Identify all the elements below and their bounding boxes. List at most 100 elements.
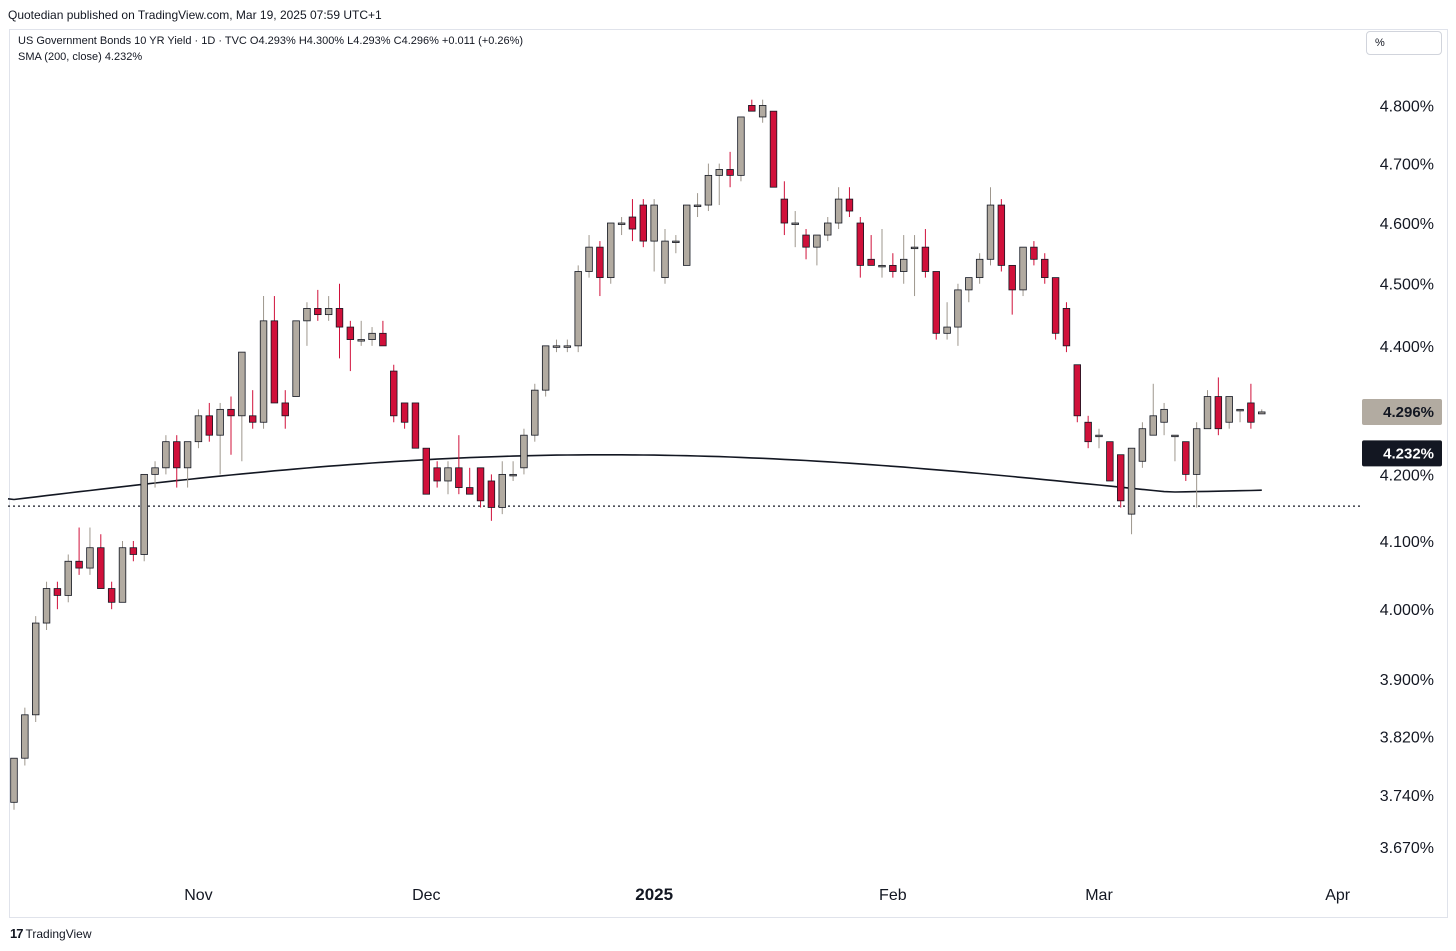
candle[interactable] <box>292 320 300 397</box>
candle[interactable] <box>118 540 127 603</box>
candle[interactable] <box>802 229 810 260</box>
candle[interactable] <box>1095 428 1103 449</box>
candle[interactable] <box>1073 364 1081 423</box>
candle[interactable] <box>194 409 203 449</box>
candle[interactable] <box>1030 241 1038 266</box>
candle[interactable] <box>32 616 40 722</box>
candle[interactable] <box>64 554 72 603</box>
candle[interactable] <box>1062 302 1071 353</box>
candle[interactable] <box>1258 409 1266 415</box>
scale-unit-button[interactable]: % <box>1366 31 1442 55</box>
candle[interactable] <box>227 396 235 455</box>
candle[interactable] <box>21 707 29 766</box>
candle[interactable] <box>357 320 365 346</box>
candle[interactable] <box>1084 415 1092 449</box>
candle[interactable] <box>1127 447 1136 535</box>
candle[interactable] <box>10 757 18 810</box>
candle[interactable] <box>411 402 420 449</box>
candle[interactable] <box>487 474 496 521</box>
candle[interactable] <box>129 540 138 562</box>
candle[interactable] <box>86 527 94 575</box>
candle[interactable] <box>151 461 159 488</box>
candle[interactable] <box>1225 396 1233 429</box>
candle[interactable] <box>281 390 289 429</box>
candle[interactable] <box>834 187 843 230</box>
candle[interactable] <box>954 283 962 346</box>
candle[interactable] <box>693 193 702 218</box>
candle[interactable] <box>563 339 572 353</box>
candle[interactable] <box>780 181 789 236</box>
candle[interactable] <box>465 467 474 495</box>
candle[interactable] <box>1236 408 1244 423</box>
candle[interactable] <box>314 289 322 321</box>
candle[interactable] <box>455 435 463 495</box>
candle[interactable] <box>1138 422 1147 468</box>
candle[interactable] <box>433 461 441 488</box>
candle[interactable] <box>639 199 647 248</box>
candle[interactable] <box>607 222 615 284</box>
candle[interactable] <box>303 302 311 346</box>
candle[interactable] <box>943 302 951 340</box>
candle[interactable] <box>368 327 376 346</box>
candle[interactable] <box>769 110 778 188</box>
candle[interactable] <box>1182 441 1190 481</box>
candle[interactable] <box>1008 264 1016 315</box>
candle[interactable] <box>867 235 875 266</box>
candle[interactable] <box>900 235 908 284</box>
candle[interactable] <box>704 163 713 212</box>
candle[interactable] <box>422 447 430 495</box>
candle[interactable] <box>97 534 105 589</box>
candle[interactable] <box>748 99 756 112</box>
candle[interactable] <box>476 467 485 508</box>
candle[interactable] <box>672 235 680 254</box>
candle[interactable] <box>1149 383 1157 436</box>
candle[interactable] <box>878 229 886 278</box>
candle[interactable] <box>661 229 669 284</box>
candle[interactable] <box>791 211 799 248</box>
candle[interactable] <box>975 253 984 284</box>
candle[interactable] <box>1106 441 1114 482</box>
candle[interactable] <box>737 116 745 182</box>
tradingview-logo[interactable]: 17 TradingView <box>10 926 92 941</box>
candle[interactable] <box>596 241 604 297</box>
candle[interactable] <box>997 199 1006 272</box>
candle[interactable] <box>628 199 637 242</box>
candle[interactable] <box>824 217 832 242</box>
candle[interactable] <box>889 253 897 278</box>
candle[interactable] <box>531 383 539 442</box>
candle[interactable] <box>173 435 181 488</box>
candle[interactable] <box>1019 246 1027 297</box>
candle[interactable] <box>216 402 224 475</box>
candle[interactable] <box>162 435 170 475</box>
candle[interactable] <box>259 296 268 429</box>
candle[interactable] <box>248 390 257 429</box>
candle[interactable] <box>1041 253 1049 284</box>
candle[interactable] <box>1160 402 1168 436</box>
candle[interactable] <box>965 277 973 303</box>
candle[interactable] <box>758 99 767 123</box>
candle[interactable] <box>856 217 864 278</box>
candle[interactable] <box>617 217 626 236</box>
candle[interactable] <box>921 229 930 278</box>
candle[interactable] <box>379 320 387 347</box>
candle[interactable] <box>324 296 333 321</box>
candle[interactable] <box>1192 422 1201 508</box>
candle[interactable] <box>845 187 854 218</box>
candle[interactable] <box>444 461 452 495</box>
candle[interactable] <box>205 402 213 442</box>
candle[interactable] <box>683 204 691 266</box>
candle[interactable] <box>346 320 355 372</box>
symbol-legend[interactable]: US Government Bonds 10 YR Yield · 1D · T… <box>18 35 524 47</box>
sma-legend[interactable]: SMA (200, close) 4.232% <box>18 51 143 63</box>
candle[interactable] <box>183 441 192 488</box>
candle[interactable] <box>986 187 995 266</box>
candle[interactable] <box>42 581 51 631</box>
candle[interactable] <box>270 296 279 404</box>
candle[interactable] <box>107 581 116 610</box>
candle[interactable] <box>498 461 506 515</box>
candle[interactable] <box>1051 277 1060 340</box>
candle[interactable] <box>520 428 528 475</box>
candle[interactable] <box>1203 390 1212 430</box>
candle[interactable] <box>509 461 517 481</box>
